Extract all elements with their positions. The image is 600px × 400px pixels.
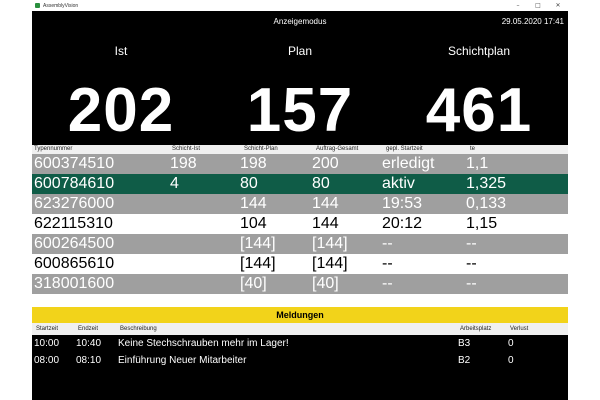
grid-spacer (32, 294, 568, 307)
app-window: AssemblyVision – □ ✕ Anzeigemodus 29.05.… (32, 0, 568, 400)
display-header: Anzeigemodus 29.05.2020 17:41 (32, 11, 568, 33)
kpi-value: 461 (425, 76, 533, 145)
table-cell: aktiv (382, 175, 415, 192)
column-header-schicht-ist[interactable]: Schicht-Ist (172, 146, 201, 152)
table-cell: 0,133 (466, 195, 507, 212)
maximize-button[interactable]: □ (535, 2, 541, 9)
table-cell: 1,1 (466, 155, 489, 172)
message-cell: B3 (458, 338, 471, 349)
table-cell: -- (382, 255, 393, 272)
kpi-plan: Plan 157 (211, 33, 389, 142)
app-icon (35, 3, 40, 8)
table-cell: -- (466, 255, 477, 272)
table-cell: 622115310 (34, 215, 113, 232)
table-row[interactable]: 600374510 198 198 200 erledigt 1,1 (32, 154, 568, 174)
message-cell: 0 (508, 355, 514, 366)
table-cell: [40] (312, 275, 339, 292)
column-header-arbeitsplatz[interactable]: Arbeitsplatz (460, 326, 492, 332)
message-row[interactable]: 08:00 08:10 Einführung Neuer Mitarbeiter B2… (32, 352, 568, 369)
table-cell: 80 (240, 175, 258, 192)
table-cell: 318001600 (34, 275, 115, 292)
order-grid: 600374510 198 198 200 erledigt 1,1 600784610 4 8… (32, 154, 568, 294)
datetime-label: 29.05.2020 17:41 (501, 17, 564, 26)
kpi-label: Schichtplan (447, 44, 511, 58)
messages-title: Meldungen (32, 307, 568, 323)
table-cell: 144 (240, 195, 267, 212)
table-cell: 198 (170, 155, 197, 172)
minimize-button[interactable]: – (516, 2, 520, 9)
table-cell: 623276000 (34, 195, 115, 212)
message-cell: 08:00 (34, 355, 60, 366)
table-row[interactable]: 600865610 [144] [144] -- -- (32, 254, 568, 274)
table-cell: -- (466, 235, 477, 252)
table-cell: [144] (240, 235, 276, 252)
table-cell: 600784610 (34, 175, 115, 192)
table-cell: 80 (312, 175, 330, 192)
column-header-startzeit[interactable]: gepl. Startzeit (386, 146, 423, 152)
order-grid-header: Typennummer Schicht-Ist Schicht-Plan Auf… (32, 145, 568, 154)
column-header-endzeit[interactable]: Endzeit (78, 326, 99, 332)
message-row[interactable]: 10:00 10:40 Keine Stechschrauben mehr im L… (32, 335, 568, 352)
table-cell: -- (382, 275, 393, 292)
column-header-beschreibung[interactable]: Beschreibung (120, 326, 157, 332)
table-row[interactable]: 318001600 [40] [40] -- -- (32, 274, 568, 294)
kpi-label: Ist (114, 44, 128, 58)
table-cell: 144 (312, 195, 339, 212)
message-cell: 10:40 (76, 338, 102, 349)
message-cell: Einführung Neuer Mitarbeiter (118, 355, 247, 366)
kpi-value: 157 (246, 76, 354, 145)
table-cell: 1,15 (466, 215, 498, 232)
table-row[interactable]: 600784610 4 80 80 aktiv 1,325 (32, 174, 568, 194)
table-cell: 20:12 (382, 215, 423, 232)
column-header-verlust[interactable]: Verlust (510, 326, 529, 332)
table-cell: 1,325 (466, 175, 507, 192)
message-cell: 08:10 (76, 355, 102, 366)
message-cell: 10:00 (34, 338, 60, 349)
table-cell: 104 (240, 215, 267, 232)
kpi-panel: Ist 202 Plan 157 Schichtplan 461 (32, 33, 568, 145)
kpi-schichtplan: Schichtplan 461 (390, 33, 568, 142)
kpi-ist: Ist 202 (32, 33, 210, 142)
table-cell: 144 (312, 215, 339, 232)
table-row[interactable]: 623276000 144 144 19:53 0,133 (32, 194, 568, 214)
table-cell: 19:53 (382, 195, 423, 212)
column-header-startzeit[interactable]: Startzeit (36, 326, 59, 332)
table-cell: [40] (240, 275, 267, 292)
column-header-auftrag-gesamt[interactable]: Auftrag-Gesamt (316, 146, 359, 152)
window-title: AssemblyVision (43, 2, 79, 9)
close-button[interactable]: ✕ (555, 2, 561, 9)
table-cell: 600264500 (34, 235, 115, 252)
column-header-schicht-plan[interactable]: Schicht-Plan (244, 146, 278, 152)
message-cell: 0 (508, 338, 514, 349)
message-cell: B2 (458, 355, 471, 366)
messages-header: Startzeit Endzeit Beschreibung Arbeitspl… (32, 323, 568, 335)
table-cell: 600865610 (34, 255, 115, 272)
table-row[interactable]: 600264500 [144] [144] -- -- (32, 234, 568, 254)
table-cell: 200 (312, 155, 339, 172)
table-cell: erledigt (382, 155, 435, 172)
table-cell: [144] (240, 255, 276, 272)
column-header-te[interactable]: te (470, 146, 476, 152)
table-row[interactable]: 622115310 104 144 20:12 1,15 (32, 214, 568, 234)
table-cell: -- (382, 235, 393, 252)
table-cell: -- (466, 275, 477, 292)
message-cell: Keine Stechschrauben mehr im Lager! (118, 338, 289, 349)
kpi-label: Plan (287, 44, 313, 58)
table-cell: [144] (312, 235, 348, 252)
messages-list: 10:00 10:40 Keine Stechschrauben mehr im L… (32, 335, 568, 369)
kpi-value: 202 (67, 76, 175, 145)
display-mode-label: Anzeigemodus (273, 17, 327, 26)
table-cell: [144] (312, 255, 348, 272)
table-cell: 4 (170, 175, 179, 192)
column-header-typennummer[interactable]: Typennummer (34, 146, 73, 152)
table-cell: 600374510 (34, 155, 115, 172)
window-titlebar[interactable]: AssemblyVision – □ ✕ (32, 0, 568, 11)
table-cell: 198 (240, 155, 267, 172)
